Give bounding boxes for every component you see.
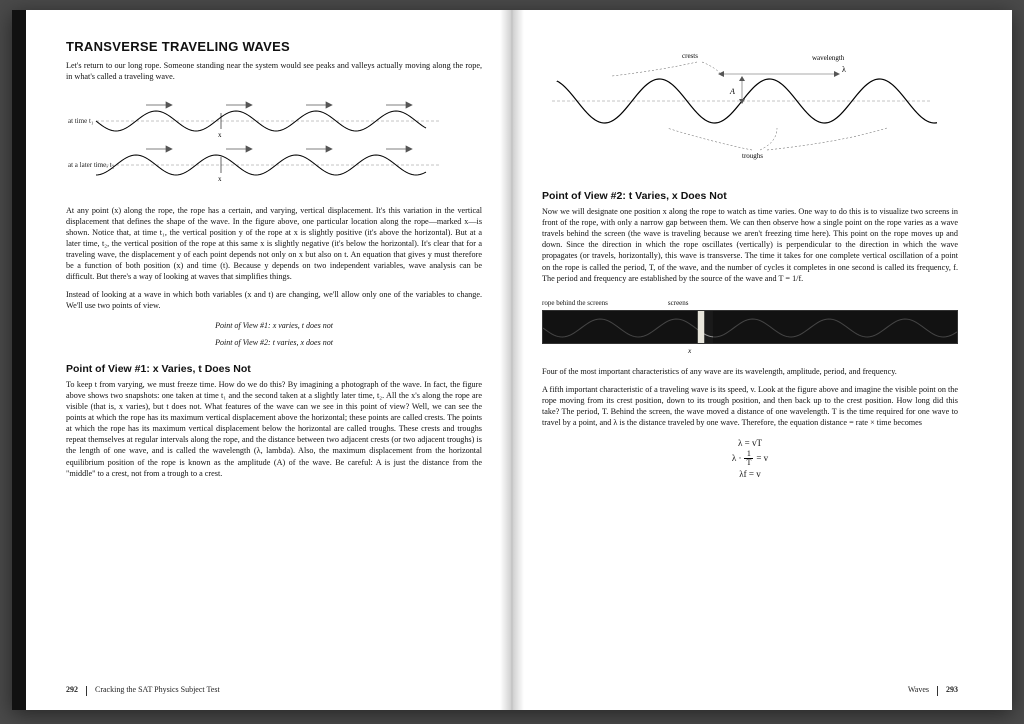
page-number-right: 293 [946, 685, 958, 696]
eq2: λ · 1 T = v [732, 450, 768, 467]
footer-divider [86, 686, 87, 696]
eq1: λ = vT [542, 436, 958, 450]
para-pov1: To keep t from varying, we must freeze t… [66, 379, 482, 479]
pov2-line: Point of View #2: t varies, x does not [66, 338, 482, 349]
x-marker-2: x [218, 175, 222, 183]
footer-chapter: Waves [908, 685, 929, 696]
amplitude-label: A [729, 87, 735, 96]
para-four-chars: Four of the most important characteristi… [542, 366, 958, 377]
para-displacement: At any point (x) along the rope, the rop… [66, 205, 482, 282]
left-page: TRANSVERSE TRAVELING WAVES Let's return … [12, 10, 512, 710]
pov2-heading-text: Point of View #2: t Varies, x Does Not [542, 190, 727, 202]
eq2-rhs: = v [756, 451, 768, 465]
two-snapshot-wave-figure: at time t₁ x at a later time, t₂ x [66, 97, 482, 195]
screen-x-label: x [688, 346, 958, 356]
x-marker-1: x [218, 131, 222, 139]
rope-label: rope behind the screens [542, 299, 608, 308]
troughs-label: troughs [742, 152, 763, 160]
pov1-heading: Point of View #1: x Varies, t Does Not [66, 362, 482, 376]
screens-figure: rope behind the screens screens x [542, 299, 958, 357]
eq3: λf = v [542, 467, 958, 481]
footer-divider-r [937, 686, 938, 696]
page-number-left: 292 [66, 685, 78, 696]
wavelength-label: wavelength [812, 54, 845, 62]
para-pov2: Now we will designate one position x alo… [542, 206, 958, 283]
right-page: crests wavelength λ A troughs [512, 10, 1012, 710]
screens-label: screens [668, 299, 689, 308]
pov2-heading: Point of View #2: t Varies, x Does Not [542, 189, 958, 203]
intro-para: Let's return to our long rope. Someone s… [66, 60, 482, 82]
pov1-heading-text: Point of View #1: x Varies, t Does Not [66, 363, 251, 375]
t1-label: at time t₁ [68, 117, 93, 125]
screen-box [542, 310, 958, 344]
book-spread: TRANSVERSE TRAVELING WAVES Let's return … [12, 10, 1012, 710]
para-speed: A fifth important characteristic of a tr… [542, 384, 958, 428]
lambda-label: λ [842, 65, 846, 74]
crests-label: crests [682, 52, 698, 60]
equations-block: λ = vT λ · 1 T = v λf = v [542, 436, 958, 482]
left-footer: 292 Cracking the SAT Physics Subject Tes… [66, 685, 482, 696]
labeled-wave-figure: crests wavelength λ A troughs [542, 46, 958, 169]
eq2-den: T [744, 459, 753, 467]
pov1-line: Point of View #1: x varies, t does not [66, 321, 482, 332]
right-footer: Waves 293 [542, 685, 958, 696]
section-title: TRANSVERSE TRAVELING WAVES [66, 38, 482, 56]
eq2-lhs: λ · [732, 451, 742, 465]
footer-book-title: Cracking the SAT Physics Subject Test [95, 685, 220, 696]
para-simplify: Instead of looking at a wave in which bo… [66, 289, 482, 311]
